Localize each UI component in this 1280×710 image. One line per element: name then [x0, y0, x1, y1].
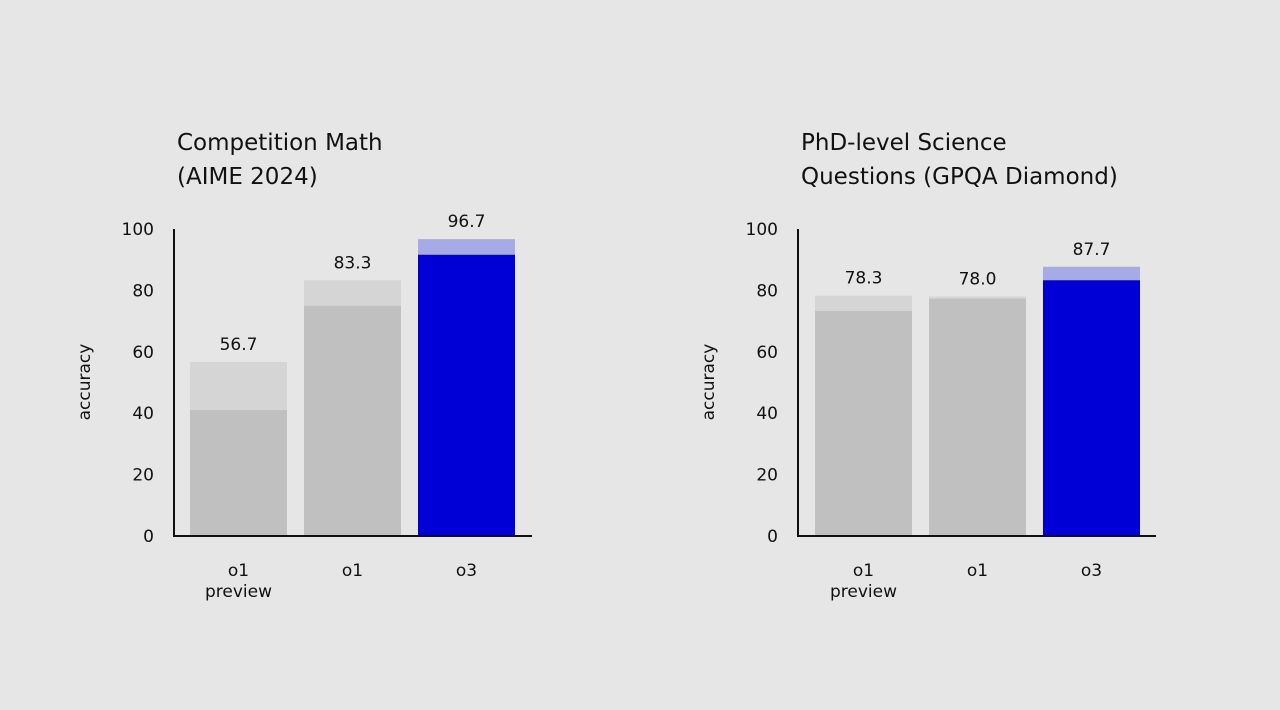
y-tick-label: 100 [122, 220, 154, 240]
data-label: 78.3 [845, 269, 883, 289]
chart-title-line: PhD-level Science [801, 130, 1007, 156]
bar [190, 410, 287, 536]
y-tick-label: 20 [132, 466, 154, 486]
y-tick-label: 0 [767, 527, 778, 547]
y-tick-label: 40 [756, 404, 778, 424]
chart-title-gpqa: PhD-level Science Questions (GPQA Diamon… [801, 126, 1118, 194]
y-tick-label: 0 [143, 527, 154, 547]
y-tick-label: 60 [756, 343, 778, 363]
y-tick-label: 80 [132, 281, 154, 301]
y-axis-label: accuracy [699, 344, 719, 421]
bar [304, 305, 401, 536]
y-tick-label: 60 [132, 343, 154, 363]
x-tick-label: preview [205, 582, 272, 602]
x-tick-label: o1 [228, 561, 249, 581]
bar [418, 254, 515, 536]
x-tick-label: o1 [967, 561, 988, 581]
data-label: 87.7 [1073, 240, 1111, 260]
bar [1043, 280, 1140, 536]
chart-title-line: Competition Math [177, 130, 383, 156]
data-label: 96.7 [448, 212, 486, 232]
y-axis-label: accuracy [75, 344, 95, 421]
x-tick-label: o1 [853, 561, 874, 581]
y-tick-label: 100 [746, 220, 778, 240]
data-label: 83.3 [334, 253, 372, 273]
x-tick-label: o1 [342, 561, 363, 581]
y-tick-label: 40 [132, 404, 154, 424]
chart-title-aime: Competition Math (AIME 2024) [177, 126, 383, 194]
y-tick-label: 20 [756, 466, 778, 486]
chart-title-line: (AIME 2024) [177, 164, 318, 190]
y-tick-label: 80 [756, 281, 778, 301]
x-tick-label: o3 [1081, 561, 1102, 581]
x-tick-label: o3 [456, 561, 477, 581]
bar [929, 298, 1026, 536]
data-label: 78.0 [959, 270, 997, 290]
bar [815, 310, 912, 536]
data-label: 56.7 [220, 335, 258, 355]
x-tick-label: preview [830, 582, 897, 602]
chart-title-line: Questions (GPQA Diamond) [801, 164, 1118, 190]
